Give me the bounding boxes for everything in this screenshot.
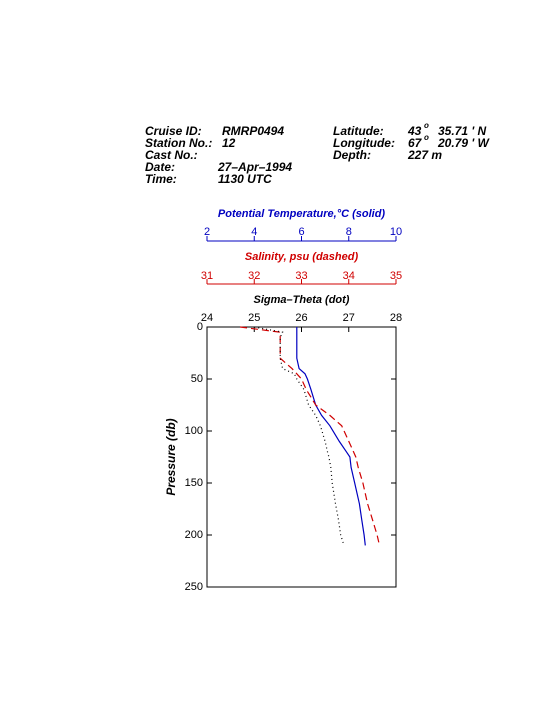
x-tick-label: 32 [248,270,260,282]
lat-label: Latitude: [333,124,384,138]
y-tick-label: 50 [191,373,203,385]
y-tick-label: 250 [185,581,203,593]
x-tick-label: 28 [390,312,402,324]
x-tick-label: 24 [201,312,213,324]
x-axis-title: Sigma–Theta (dot) [254,294,350,306]
x-tick-label: 26 [295,312,307,324]
profile-line [254,326,345,546]
cast-label: Cast No.: [145,148,198,162]
x-axis-title: Salinity, psu (dashed) [245,251,359,263]
x-tick-label: 10 [390,226,402,238]
lon-label: Longitude: [333,136,395,150]
station-label: Station No.: [145,136,212,150]
x-tick-label: 27 [343,312,355,324]
y-tick-label: 200 [185,529,203,541]
deg-mark: o [424,133,429,142]
cruise-label: Cruise ID: [145,124,202,138]
x-tick-label: 4 [251,226,257,238]
x-tick-label: 6 [298,226,304,238]
profile-line [296,327,366,546]
x-tick-label: 35 [390,270,402,282]
y-tick-label: 150 [185,477,203,489]
y-tick-label: 100 [185,425,203,437]
lat-min: 35.71 ' N [438,124,487,138]
cruise: RMRP0494 [222,124,284,138]
x-tick-label: 25 [248,312,260,324]
x-tick-label: 2 [204,226,210,238]
date-label: Date: [145,160,175,174]
y-axis-title: Pressure (db) [164,418,178,495]
x-tick-label: 31 [201,270,213,282]
y-tick-label: 0 [197,321,203,333]
lon-min: 20.79 ' W [437,136,491,150]
deg-mark: o [424,121,429,130]
x-tick-label: 34 [343,270,355,282]
depth-label: Depth: [333,148,371,162]
x-axis-title: Potential Temperature,°C (solid) [218,208,386,220]
date: 27–Apr–1994 [217,160,292,174]
lat-deg: 43 [407,124,422,138]
x-tick-label: 8 [346,226,352,238]
x-tick-label: 33 [295,270,307,282]
time-label: Time: [145,172,177,186]
station: 12 [222,136,236,150]
time: 1130 UTC [218,172,272,186]
lon-deg: 67 [408,136,423,150]
depth: 227 m [407,148,442,162]
